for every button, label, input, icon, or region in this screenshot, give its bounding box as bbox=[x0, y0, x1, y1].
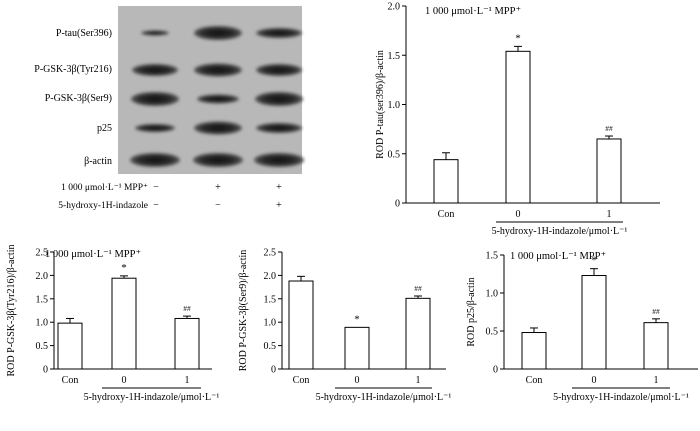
lane-label-pgsk-ser9: P-GSK-3β(Ser9) bbox=[45, 93, 112, 104]
lane-label-ptau: P-tau(Ser396) bbox=[56, 28, 112, 39]
x-tick-label: 1 bbox=[654, 375, 659, 386]
condition-label-indazole: 5-hydroxy-1H-indazole bbox=[58, 201, 148, 211]
y-tick-label: 0.5 bbox=[388, 149, 401, 160]
x-tick-label: Con bbox=[62, 375, 79, 386]
x-tick-label: 0 bbox=[355, 375, 360, 386]
significance-mark: ## bbox=[183, 304, 191, 313]
x-tick-label: 1 bbox=[185, 375, 190, 386]
blot-band bbox=[193, 153, 243, 167]
x-tick-label: Con bbox=[293, 375, 310, 386]
significance-mark: * bbox=[515, 32, 521, 44]
x-axis-label: 5-hydroxy-1H-indazole/μmol·L⁻¹ bbox=[316, 392, 452, 403]
y-tick-label: 1.5 bbox=[36, 294, 49, 305]
y-tick-label: 2.5 bbox=[264, 248, 277, 259]
x-tick-label: 0 bbox=[592, 375, 597, 386]
x-tick-label: Con bbox=[526, 375, 543, 386]
y-tick-label: 1.5 bbox=[388, 51, 401, 62]
blot-band bbox=[130, 153, 180, 167]
x-tick-label: 0 bbox=[122, 375, 127, 386]
y-tick-label: 0.5 bbox=[264, 341, 277, 352]
y-tick-label: 1.0 bbox=[388, 100, 401, 111]
y-tick-label: 0 bbox=[395, 199, 400, 210]
y-tick-label: 1.0 bbox=[36, 318, 49, 329]
significance-mark: ## bbox=[414, 284, 422, 293]
x-tick-label: Con bbox=[438, 209, 455, 220]
blot-band bbox=[141, 30, 169, 36]
y-tick-label: 1.0 bbox=[264, 318, 277, 329]
blot-band bbox=[256, 28, 302, 38]
blot-band bbox=[131, 92, 179, 106]
bar bbox=[174, 317, 200, 370]
significance-mark: * bbox=[354, 313, 360, 325]
bar bbox=[643, 322, 669, 370]
y-tick-label: 1.0 bbox=[486, 289, 499, 300]
y-tick-label: 0.5 bbox=[36, 341, 49, 352]
x-tick-label: 1 bbox=[607, 209, 612, 220]
blot-band bbox=[255, 92, 303, 106]
blot-band bbox=[194, 26, 242, 40]
blot-band bbox=[132, 64, 178, 76]
significance-mark: ## bbox=[652, 307, 660, 316]
bar bbox=[344, 326, 370, 370]
chart-3: 0 0.5 1.0 1.5 2.0 2.5 ROD P-GSK-3β(Ser9)/β-act… bbox=[238, 248, 451, 404]
y-axis-label: ROD P-GSK-3β(Tyr216)/β-actin bbox=[6, 245, 17, 377]
condition-mark: + bbox=[276, 200, 282, 211]
y-axis-label: ROD P-GSK-3β(Ser9)/β-actin bbox=[238, 250, 249, 372]
chart-title: 1 000 μmol·L⁻¹ MPP⁺ bbox=[510, 251, 606, 262]
condition-mark: − bbox=[153, 200, 159, 211]
chart-2: 0 0.5 1.0 1.5 2.0 2.5 ROD P-GSK-3β(Tyr216)/β-a… bbox=[6, 245, 219, 403]
blot-band bbox=[135, 124, 175, 132]
blot-band bbox=[256, 64, 302, 76]
condition-mark: + bbox=[215, 182, 221, 193]
lane-label-p25: p25 bbox=[97, 123, 112, 134]
condition-mark: − bbox=[215, 200, 221, 211]
blot-band bbox=[194, 121, 242, 135]
y-tick-label: 1.5 bbox=[264, 294, 277, 305]
condition-label-mpp: 1 000 μmol·L⁻¹ MPP⁺ bbox=[61, 183, 148, 193]
significance-mark: ## bbox=[605, 124, 613, 133]
chart-title: 1 000 μmol·L⁻¹ MPP⁺ bbox=[45, 249, 141, 260]
blot-band bbox=[194, 63, 242, 77]
y-axis-label: ROD p25/β-actin bbox=[466, 277, 477, 346]
y-axis-label: ROD P-tau(ser396)/β-actin bbox=[375, 50, 386, 159]
lane-label-beta-actin: β-actin bbox=[84, 156, 112, 167]
chart-1: 0 0.5 1.0 1.5 2.0 ROD P-tau(ser396)/β-actin 1 … bbox=[375, 2, 660, 237]
significance-mark: * bbox=[591, 255, 597, 267]
y-tick-label: 2.0 bbox=[388, 2, 401, 13]
condition-mark: + bbox=[276, 182, 282, 193]
y-tick-label: 0 bbox=[493, 365, 498, 376]
significance-mark: * bbox=[121, 262, 127, 274]
lane-label-pgsk-tyr216: P-GSK-3β(Tyr216) bbox=[34, 64, 112, 75]
bar bbox=[111, 277, 137, 370]
x-axis-label: 5-hydroxy-1H-indazole/μmol·L⁻¹ bbox=[492, 226, 628, 237]
bar bbox=[57, 322, 83, 370]
bar bbox=[288, 280, 314, 370]
y-tick-label: 2.0 bbox=[264, 271, 277, 282]
blot-band bbox=[256, 123, 302, 133]
condition-mark: − bbox=[153, 182, 159, 193]
y-tick-label: 0 bbox=[43, 365, 48, 376]
chart-4: 0 0.5 1.0 1.5 ROD p25/β-actin 1 000 μmol·L⁻¹ … bbox=[466, 251, 698, 403]
y-tick-label: 1.5 bbox=[486, 251, 499, 262]
x-axis-label: 5-hydroxy-1H-indazole/μmol·L⁻¹ bbox=[553, 392, 689, 403]
y-tick-label: 2.0 bbox=[36, 271, 49, 282]
y-tick-label: 2.5 bbox=[36, 248, 49, 259]
blot-band bbox=[197, 94, 239, 104]
bar bbox=[581, 275, 607, 370]
chart-title: 1 000 μmol·L⁻¹ MPP⁺ bbox=[425, 6, 521, 17]
bar bbox=[521, 332, 547, 370]
blot-band bbox=[254, 153, 304, 167]
y-tick-label: 0.5 bbox=[486, 327, 499, 338]
y-tick-label: 0 bbox=[271, 365, 276, 376]
bar bbox=[433, 159, 459, 204]
bar bbox=[405, 297, 431, 370]
x-axis-label: 5-hydroxy-1H-indazole/μmol·L⁻¹ bbox=[84, 392, 220, 403]
bar bbox=[505, 50, 531, 204]
x-tick-label: 0 bbox=[516, 209, 521, 220]
x-tick-label: 1 bbox=[416, 375, 421, 386]
bar bbox=[596, 138, 622, 204]
